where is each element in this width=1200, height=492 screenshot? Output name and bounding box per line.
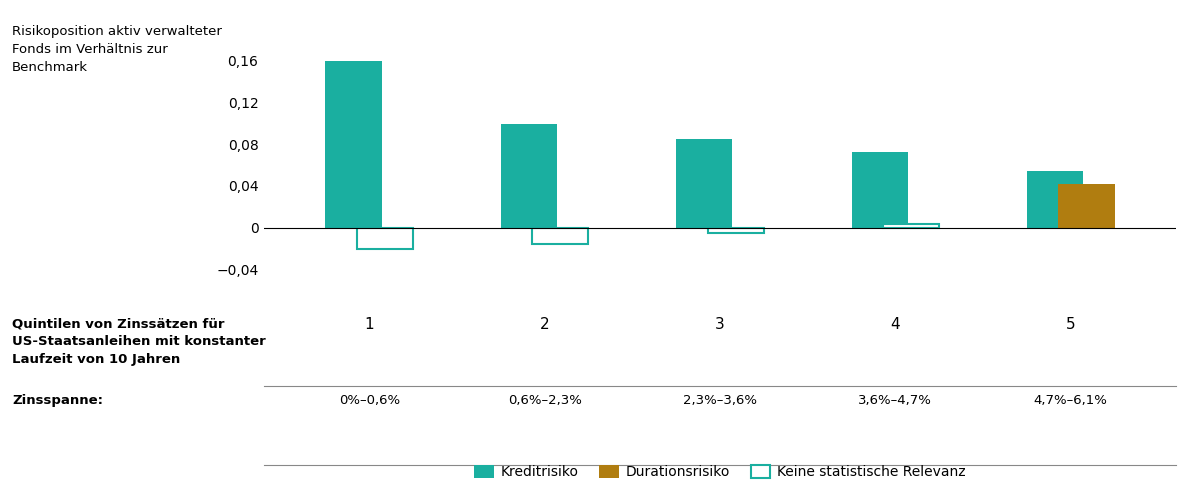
Text: Quintilen von Zinssätzen für
US-Staatsanleihen mit konstanter
Laufzeit von 10 Ja: Quintilen von Zinssätzen für US-Staatsan… bbox=[12, 317, 265, 367]
Bar bbox=[356, 228, 413, 249]
Text: Zinsspanne:: Zinsspanne: bbox=[12, 394, 103, 406]
Bar bbox=[500, 123, 557, 228]
Bar bbox=[708, 228, 764, 233]
Text: Risikoposition aktiv verwalteter
Fonds im Verhältnis zur
Benchmark: Risikoposition aktiv verwalteter Fonds i… bbox=[12, 25, 222, 74]
Bar bbox=[883, 224, 940, 228]
Text: 4,7%–6,1%: 4,7%–6,1% bbox=[1034, 394, 1108, 406]
Text: 3: 3 bbox=[715, 317, 725, 332]
Legend: Kreditrisiko, Durationsrisiko, Keine statistische Relevanz: Kreditrisiko, Durationsrisiko, Keine sta… bbox=[468, 460, 972, 485]
Text: 0%–0,6%: 0%–0,6% bbox=[338, 394, 400, 406]
Text: 3,6%–4,7%: 3,6%–4,7% bbox=[858, 394, 932, 406]
Text: 2: 2 bbox=[540, 317, 550, 332]
Text: 2,3%–3,6%: 2,3%–3,6% bbox=[683, 394, 757, 406]
Bar bbox=[676, 139, 732, 228]
Text: 4: 4 bbox=[890, 317, 900, 332]
Text: 1: 1 bbox=[365, 317, 374, 332]
Bar bbox=[325, 62, 382, 228]
Bar bbox=[1058, 184, 1115, 228]
Bar bbox=[1027, 171, 1084, 228]
Text: 5: 5 bbox=[1066, 317, 1075, 332]
Text: 0,6%–2,3%: 0,6%–2,3% bbox=[508, 394, 582, 406]
Bar bbox=[852, 152, 907, 228]
Bar bbox=[533, 228, 588, 244]
